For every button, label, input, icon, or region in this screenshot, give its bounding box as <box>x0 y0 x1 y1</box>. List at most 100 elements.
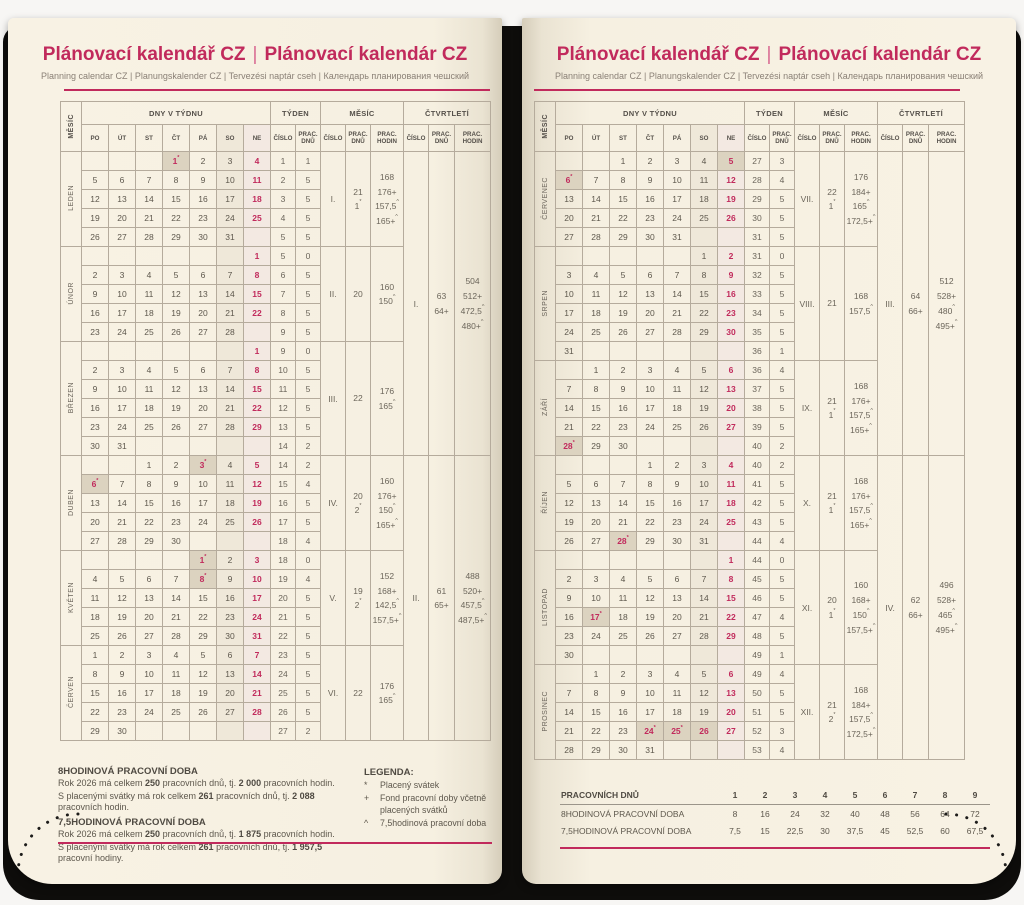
day-cell: 11 <box>663 379 691 400</box>
col-month-label: MĚSÍC <box>534 101 556 153</box>
title-czech: Plánovací kalendář CZ <box>556 44 760 65</box>
week-number-cell: 26 <box>270 702 296 723</box>
day-cell: 17 <box>108 398 136 419</box>
day-cell: 11 <box>582 284 610 305</box>
week-workdays-cell: 4 <box>768 360 796 381</box>
day-cell: 9 <box>216 569 244 590</box>
week-number-cell: 3 <box>270 189 296 210</box>
week-row: ŘÍJEN 1 2 3 4 40 2 X. 21 1* 168 176+ 157,5^ 165+^ IV. 6… <box>534 455 966 761</box>
day-cell: 2 <box>81 265 109 286</box>
day-cell: 28 <box>690 626 718 647</box>
week-number-cell: 44 <box>744 531 770 552</box>
day-cell: 25 <box>717 512 745 533</box>
month-workhours-cell: 160 168+ 150^ 157,5+^ <box>844 550 879 666</box>
day-cell: 21 <box>663 303 691 324</box>
day-cell: 25 <box>135 322 163 343</box>
day-cell: 16 <box>162 493 190 514</box>
week-row: LISTOPAD 1 44 0 XI. 20 1* 160 168+ 150^ 157,5+^ <box>534 550 965 666</box>
week-number-cell: 19 <box>270 569 296 590</box>
week-workdays-cell: 5 <box>294 645 322 666</box>
day-cell: 8 <box>81 664 109 685</box>
summary-line: S placenými svátky má rok celkem 261 pra… <box>58 790 315 813</box>
day-header-mon: PO <box>81 124 109 153</box>
week-workdays-cell: 5 <box>294 683 322 704</box>
day-cell: 19 <box>609 303 637 324</box>
day-cell: 19 <box>243 493 271 514</box>
day-cell: 24 <box>189 512 217 533</box>
week-workdays-cell: 0 <box>768 550 796 571</box>
week-row: 16 17 18 19 20 21 22 8 5 <box>61 303 491 324</box>
day-cell: 6 <box>135 569 163 590</box>
week-number-cell: 14 <box>270 436 296 457</box>
day-header-wed: ST <box>609 124 637 153</box>
day-cell: 4 <box>135 265 163 286</box>
week-workdays-cell: 5 <box>294 588 322 609</box>
week-row: 23 24 25 26 27 28 29 13 5 <box>61 417 491 438</box>
day-cell: 13 <box>216 664 244 685</box>
week-number-cell: 5 <box>270 246 296 267</box>
day-cell: 10 <box>108 284 136 305</box>
day-cell <box>717 645 745 666</box>
quarter-number-cell: IV. <box>877 455 904 761</box>
day-cell: 29 <box>609 227 637 248</box>
month-number-cell: X. <box>794 455 821 552</box>
week-row: 24 25 26 27 28 29 30 35 5 <box>535 322 965 343</box>
week-workdays-cell: 5 <box>768 702 796 723</box>
day-cell: 23 <box>717 303 745 324</box>
day-cell: 2 <box>108 645 136 666</box>
day-header-sat: SO <box>690 124 718 153</box>
day-cell <box>555 360 583 381</box>
week-workdays-cell: 5 <box>294 417 322 438</box>
quarter-number-cell: III. <box>877 151 904 457</box>
day-cell: 10 <box>243 569 271 590</box>
day-cell: 15 <box>243 284 271 305</box>
day-cell: 10 <box>216 170 244 191</box>
title-czech: Plánovací kalendář CZ <box>42 44 246 65</box>
week-row: 26 27 28 29 30 31 5 5 <box>61 227 491 248</box>
month-number-cell: V. <box>320 550 347 647</box>
week-workdays-cell: 5 <box>768 208 796 229</box>
month-number-cell: VIII. <box>794 246 821 362</box>
day-cell: 31 <box>108 436 136 457</box>
day-cell: 10 <box>189 474 217 495</box>
day-cell: 7 <box>243 645 271 666</box>
day-cell: 21 <box>555 417 583 438</box>
day-cell: 15 <box>189 588 217 609</box>
day-cell: 5 <box>555 474 583 495</box>
week-workdays-cell: 2 <box>294 436 322 457</box>
day-cell <box>135 341 163 362</box>
week-workdays-cell: 5 <box>294 702 322 723</box>
day-cell: 14 <box>582 189 610 210</box>
col-group-week: TÝDEN <box>269 101 322 126</box>
week-number-cell: 36 <box>744 360 770 381</box>
day-cell: 25 <box>663 417 691 438</box>
day-cell <box>216 721 244 742</box>
day-cell: 11 <box>690 170 718 191</box>
day-cell <box>189 341 217 362</box>
day-cell <box>216 246 244 267</box>
day-cell: 20 <box>663 607 691 628</box>
day-cell: 14 <box>135 189 163 210</box>
day-cell: 12 <box>690 379 718 400</box>
day-cell: 10 <box>636 683 664 704</box>
day-cell: 30 <box>162 531 190 552</box>
day-header-thu: ČT <box>162 124 190 153</box>
day-cell <box>717 740 745 761</box>
right-page: Plánovací kalendář CZ | Plánovací kalendár… <box>522 18 1016 884</box>
day-cell: 23 <box>555 626 583 647</box>
quarter-workdays-cell: 61 65+ <box>428 455 456 742</box>
day-cell: 7 <box>555 683 583 704</box>
week-number-cell: 40 <box>744 455 770 476</box>
week-number-cell: 2 <box>270 170 296 191</box>
day-cell: 14 <box>162 588 190 609</box>
day-cell: 29 <box>243 417 271 438</box>
day-cell: 12 <box>717 170 745 191</box>
day-cell: 15 <box>81 683 109 704</box>
day-cell: 17 <box>108 303 136 324</box>
month-label: LISTOPAD <box>534 550 556 666</box>
day-cell: 13 <box>189 284 217 305</box>
month-workhours-cell: 168 176+ 157,5^ 165+^ <box>370 151 405 248</box>
day-cell: 9 <box>609 379 637 400</box>
